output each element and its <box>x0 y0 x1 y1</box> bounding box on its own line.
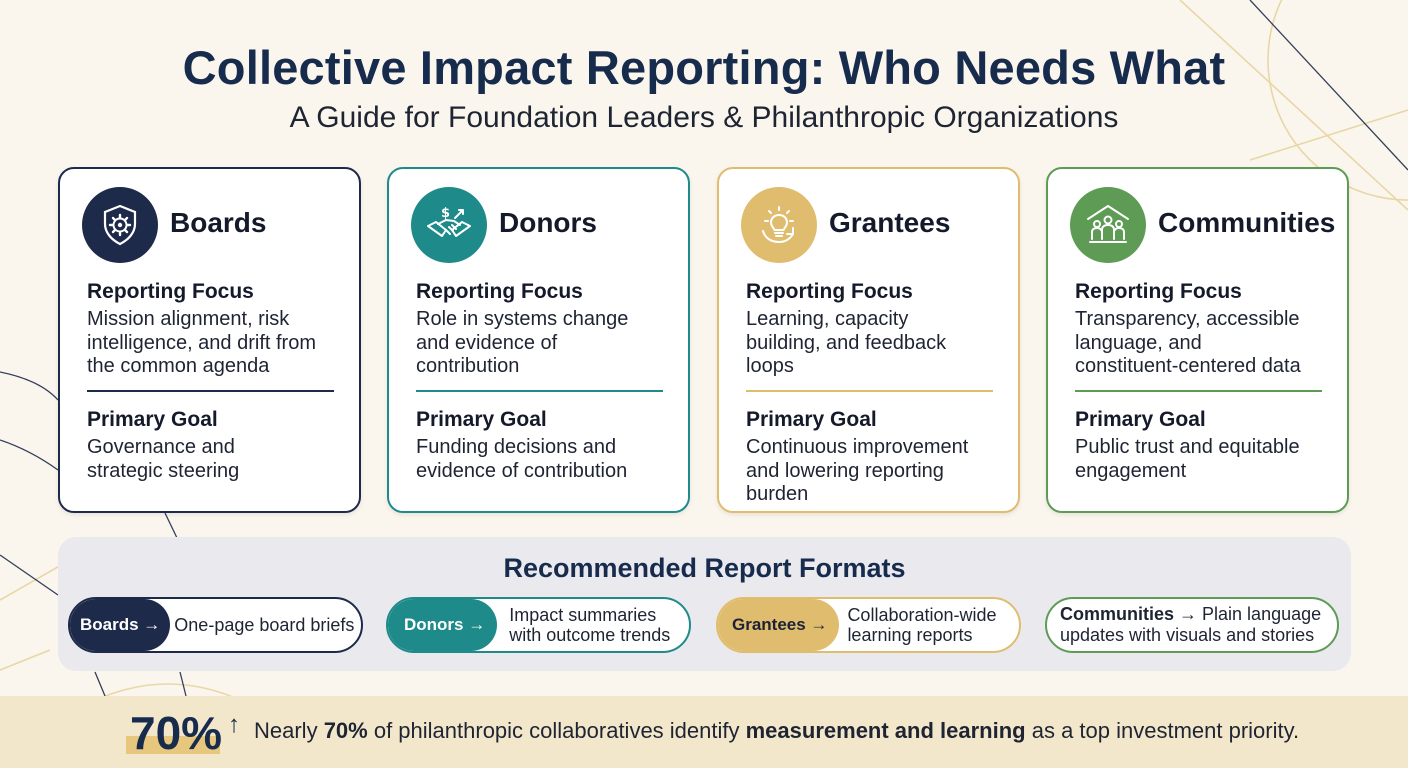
primary-goal-heading: Primary Goal <box>746 408 877 431</box>
primary-goal-text: Public trust and equitable engagement <box>1075 436 1300 482</box>
format-tag: Grantees → <box>718 599 840 651</box>
svg-text:$: $ <box>441 206 450 221</box>
card-divider <box>87 390 334 392</box>
lightbulb-cycle-icon <box>741 187 817 263</box>
report-formats-title: Recommended Report Formats <box>503 553 906 583</box>
stat-number: 70% <box>130 707 223 759</box>
card-title: Boards <box>170 207 267 238</box>
format-pill-donors: Donors → Impact summaries with outcome tr… <box>386 597 691 653</box>
card-divider <box>746 390 993 392</box>
report-formats-panel: Recommended Report Formats Boards → One-… <box>58 537 1351 671</box>
stat-highlight <box>126 736 220 754</box>
format-tag: Donors → <box>388 599 498 651</box>
primary-goal-heading: Primary Goal <box>87 408 218 431</box>
handshake-dollar-icon: $ <box>411 187 487 263</box>
format-pill-communities: Communities → Plain language updates wit… <box>1045 597 1339 653</box>
primary-goal-heading: Primary Goal <box>1075 408 1206 431</box>
format-description: Collaboration-wide learning reports <box>847 605 997 645</box>
format-tag: Communities → <box>1060 604 1198 624</box>
shield-gear-icon <box>82 187 158 263</box>
format-tag: Boards → <box>70 599 171 651</box>
primary-goal-text: Funding decisions and evidence of contrib… <box>416 436 628 482</box>
primary-goal-text: Governance and strategic steering <box>87 436 240 482</box>
card-title: Grantees <box>829 207 951 238</box>
reporting-focus-text: Transparency, accessible language, and con… <box>1075 308 1301 377</box>
primary-goal-heading: Primary Goal <box>416 408 547 431</box>
format-pill-grantees: Grantees → Collaboration-wide learning re… <box>716 597 1021 653</box>
card-boards: Boards Reporting Focus Mission alignment… <box>58 167 361 513</box>
reporting-focus-heading: Reporting Focus <box>746 280 913 303</box>
card-grantees: Grantees Reporting Focus Learning, capac… <box>717 167 1020 513</box>
page-subtitle: A Guide for Foundation Leaders & Philant… <box>289 101 1119 134</box>
reporting-focus-heading: Reporting Focus <box>416 280 583 303</box>
reporting-focus-heading: Reporting Focus <box>1075 280 1242 303</box>
format-description: Communities → Plain language updates wit… <box>1060 604 1322 645</box>
reporting-focus-text: Mission alignment, risk intelligence, and… <box>87 308 317 377</box>
format-description: Impact summaries with outcome trends <box>509 605 671 645</box>
card-donors: $ Donors Reporting Focus Role in systems… <box>387 167 690 513</box>
stat-description: Nearly 70% of philanthropic collaborativ… <box>254 718 1300 743</box>
format-pill-boards: Boards → One-page board briefs <box>68 597 363 653</box>
arrow-up-icon: ↑ <box>228 711 240 738</box>
card-title: Communities <box>1158 207 1336 238</box>
card-divider <box>1075 390 1322 392</box>
card-divider <box>416 390 663 392</box>
reporting-focus-heading: Reporting Focus <box>87 280 254 303</box>
format-description: One-page board briefs <box>174 615 355 635</box>
card-communities: Communities Reporting Focus Transparency… <box>1046 167 1349 513</box>
footer-stat-bar <box>0 696 1408 768</box>
reporting-focus-text: Role in systems change and evidence of con… <box>416 308 629 377</box>
reporting-focus-text: Learning, capacity building, and feedback… <box>746 308 947 377</box>
primary-goal-text: Continuous improvement and lowering repor… <box>746 436 969 505</box>
card-title: Donors <box>499 207 597 238</box>
community-people-icon <box>1070 187 1146 263</box>
page-title: Collective Impact Reporting: Who Needs W… <box>182 41 1226 94</box>
